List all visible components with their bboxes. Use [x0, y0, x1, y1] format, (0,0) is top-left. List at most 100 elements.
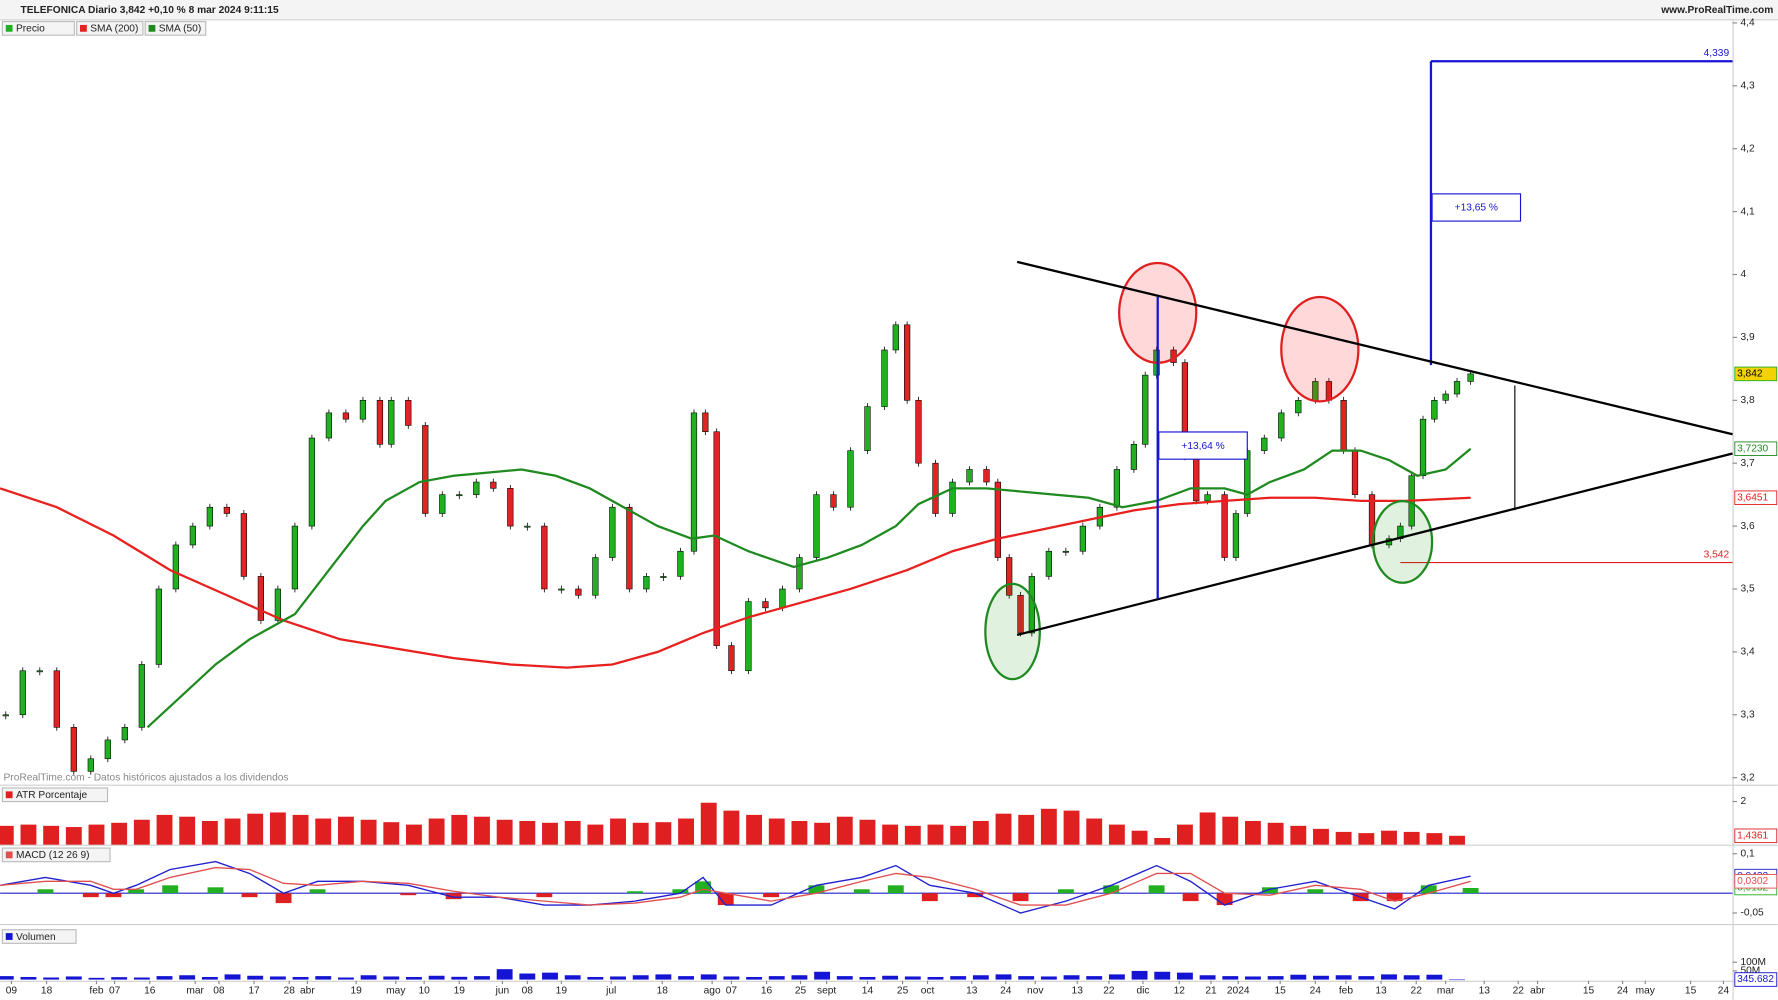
histogram-bar — [536, 893, 553, 898]
candle — [1453, 381, 1461, 395]
x-tick-label: 13 — [966, 986, 978, 997]
bar — [542, 822, 558, 845]
x-tick-label: jun — [495, 986, 510, 997]
candle — [762, 601, 769, 609]
bar — [859, 976, 876, 980]
x-tick-label: 16 — [144, 986, 156, 997]
candle — [904, 324, 911, 401]
candle — [189, 525, 196, 546]
last-value-box — [1734, 366, 1778, 382]
bar — [111, 822, 128, 845]
candle — [456, 494, 463, 497]
legend-box — [144, 20, 207, 36]
histogram-bar — [1103, 885, 1120, 894]
histogram-bar — [207, 887, 224, 894]
x-tick-label: sept — [817, 986, 836, 997]
x-tick-label: 28 — [284, 986, 296, 997]
x-tick-label: 19 — [350, 986, 362, 997]
bar — [746, 814, 763, 845]
candle — [524, 525, 531, 528]
bar — [451, 814, 468, 845]
bar — [610, 818, 626, 845]
candle — [172, 544, 179, 590]
candle — [626, 506, 633, 590]
candle — [1142, 374, 1149, 445]
last-value-box — [1734, 972, 1778, 987]
candle — [1244, 450, 1251, 514]
legend-label: SMA (50) — [159, 24, 201, 35]
candle — [847, 450, 854, 508]
bar — [700, 974, 717, 980]
histogram-bar — [763, 893, 780, 898]
histogram-bar — [445, 893, 462, 900]
candle — [2, 714, 9, 717]
candle — [1113, 469, 1121, 508]
panel-frame — [0, 19, 1778, 1000]
bar — [768, 976, 785, 980]
bar — [292, 976, 309, 980]
candle — [257, 576, 264, 621]
bar — [1335, 831, 1352, 845]
candle — [473, 481, 480, 495]
bar — [655, 974, 672, 980]
bar — [428, 818, 445, 845]
bar — [88, 824, 105, 845]
last-value-box — [1734, 874, 1778, 889]
bar — [995, 813, 1012, 845]
candle — [19, 670, 26, 716]
candle — [864, 406, 871, 451]
bar — [700, 802, 717, 845]
bar — [0, 976, 14, 980]
candle — [994, 481, 1001, 558]
bar — [1131, 970, 1148, 980]
bar — [564, 975, 581, 980]
bar — [1040, 976, 1057, 980]
legend-swatch — [5, 24, 13, 32]
bar — [179, 975, 196, 980]
x-tick-label: 24 — [1617, 986, 1629, 997]
candle — [1340, 400, 1347, 451]
bar — [610, 976, 626, 980]
x-tick-label: 17 — [248, 986, 260, 997]
last-value-label: 3,842 — [1737, 369, 1763, 380]
candle — [439, 494, 446, 514]
candle — [1278, 412, 1285, 439]
y-tick-label: 3,5 — [1740, 584, 1754, 595]
bar — [1335, 975, 1352, 980]
bar — [224, 974, 241, 980]
candle — [240, 513, 247, 577]
last-value-label: 3,7230 — [1737, 443, 1768, 454]
candle — [796, 557, 803, 590]
histogram-bar — [128, 889, 145, 894]
bar — [1018, 976, 1035, 980]
x-tick-label: abr — [1530, 986, 1545, 997]
histogram-bar — [627, 891, 643, 894]
candle — [966, 469, 973, 483]
x-tick-label: 16 — [761, 986, 773, 997]
header-bar — [0, 0, 1778, 20]
last-value-box — [1734, 441, 1778, 456]
x-tick-label: 21 — [1205, 986, 1217, 997]
bar — [859, 819, 876, 845]
bar — [972, 975, 989, 980]
bar — [247, 975, 264, 980]
bar — [791, 975, 808, 980]
indicator-line — [0, 866, 1471, 906]
histogram-bar — [1307, 889, 1324, 894]
bar — [882, 824, 899, 845]
legend-label: Precio — [16, 24, 45, 35]
x-tick-label: 22 — [1411, 986, 1423, 997]
indicator-line — [146, 447, 1472, 729]
x-tick-label: feb — [1339, 986, 1353, 997]
bar — [972, 820, 989, 845]
bar — [1449, 979, 1465, 981]
bar — [156, 976, 173, 980]
candle — [70, 727, 77, 772]
x-tick-label: 18 — [657, 986, 669, 997]
histogram-bar — [921, 893, 938, 902]
bar — [474, 976, 490, 980]
bar — [1358, 976, 1375, 980]
candle — [291, 525, 299, 590]
histogram-bar — [1148, 885, 1165, 894]
x-tick-label: may — [386, 986, 406, 997]
